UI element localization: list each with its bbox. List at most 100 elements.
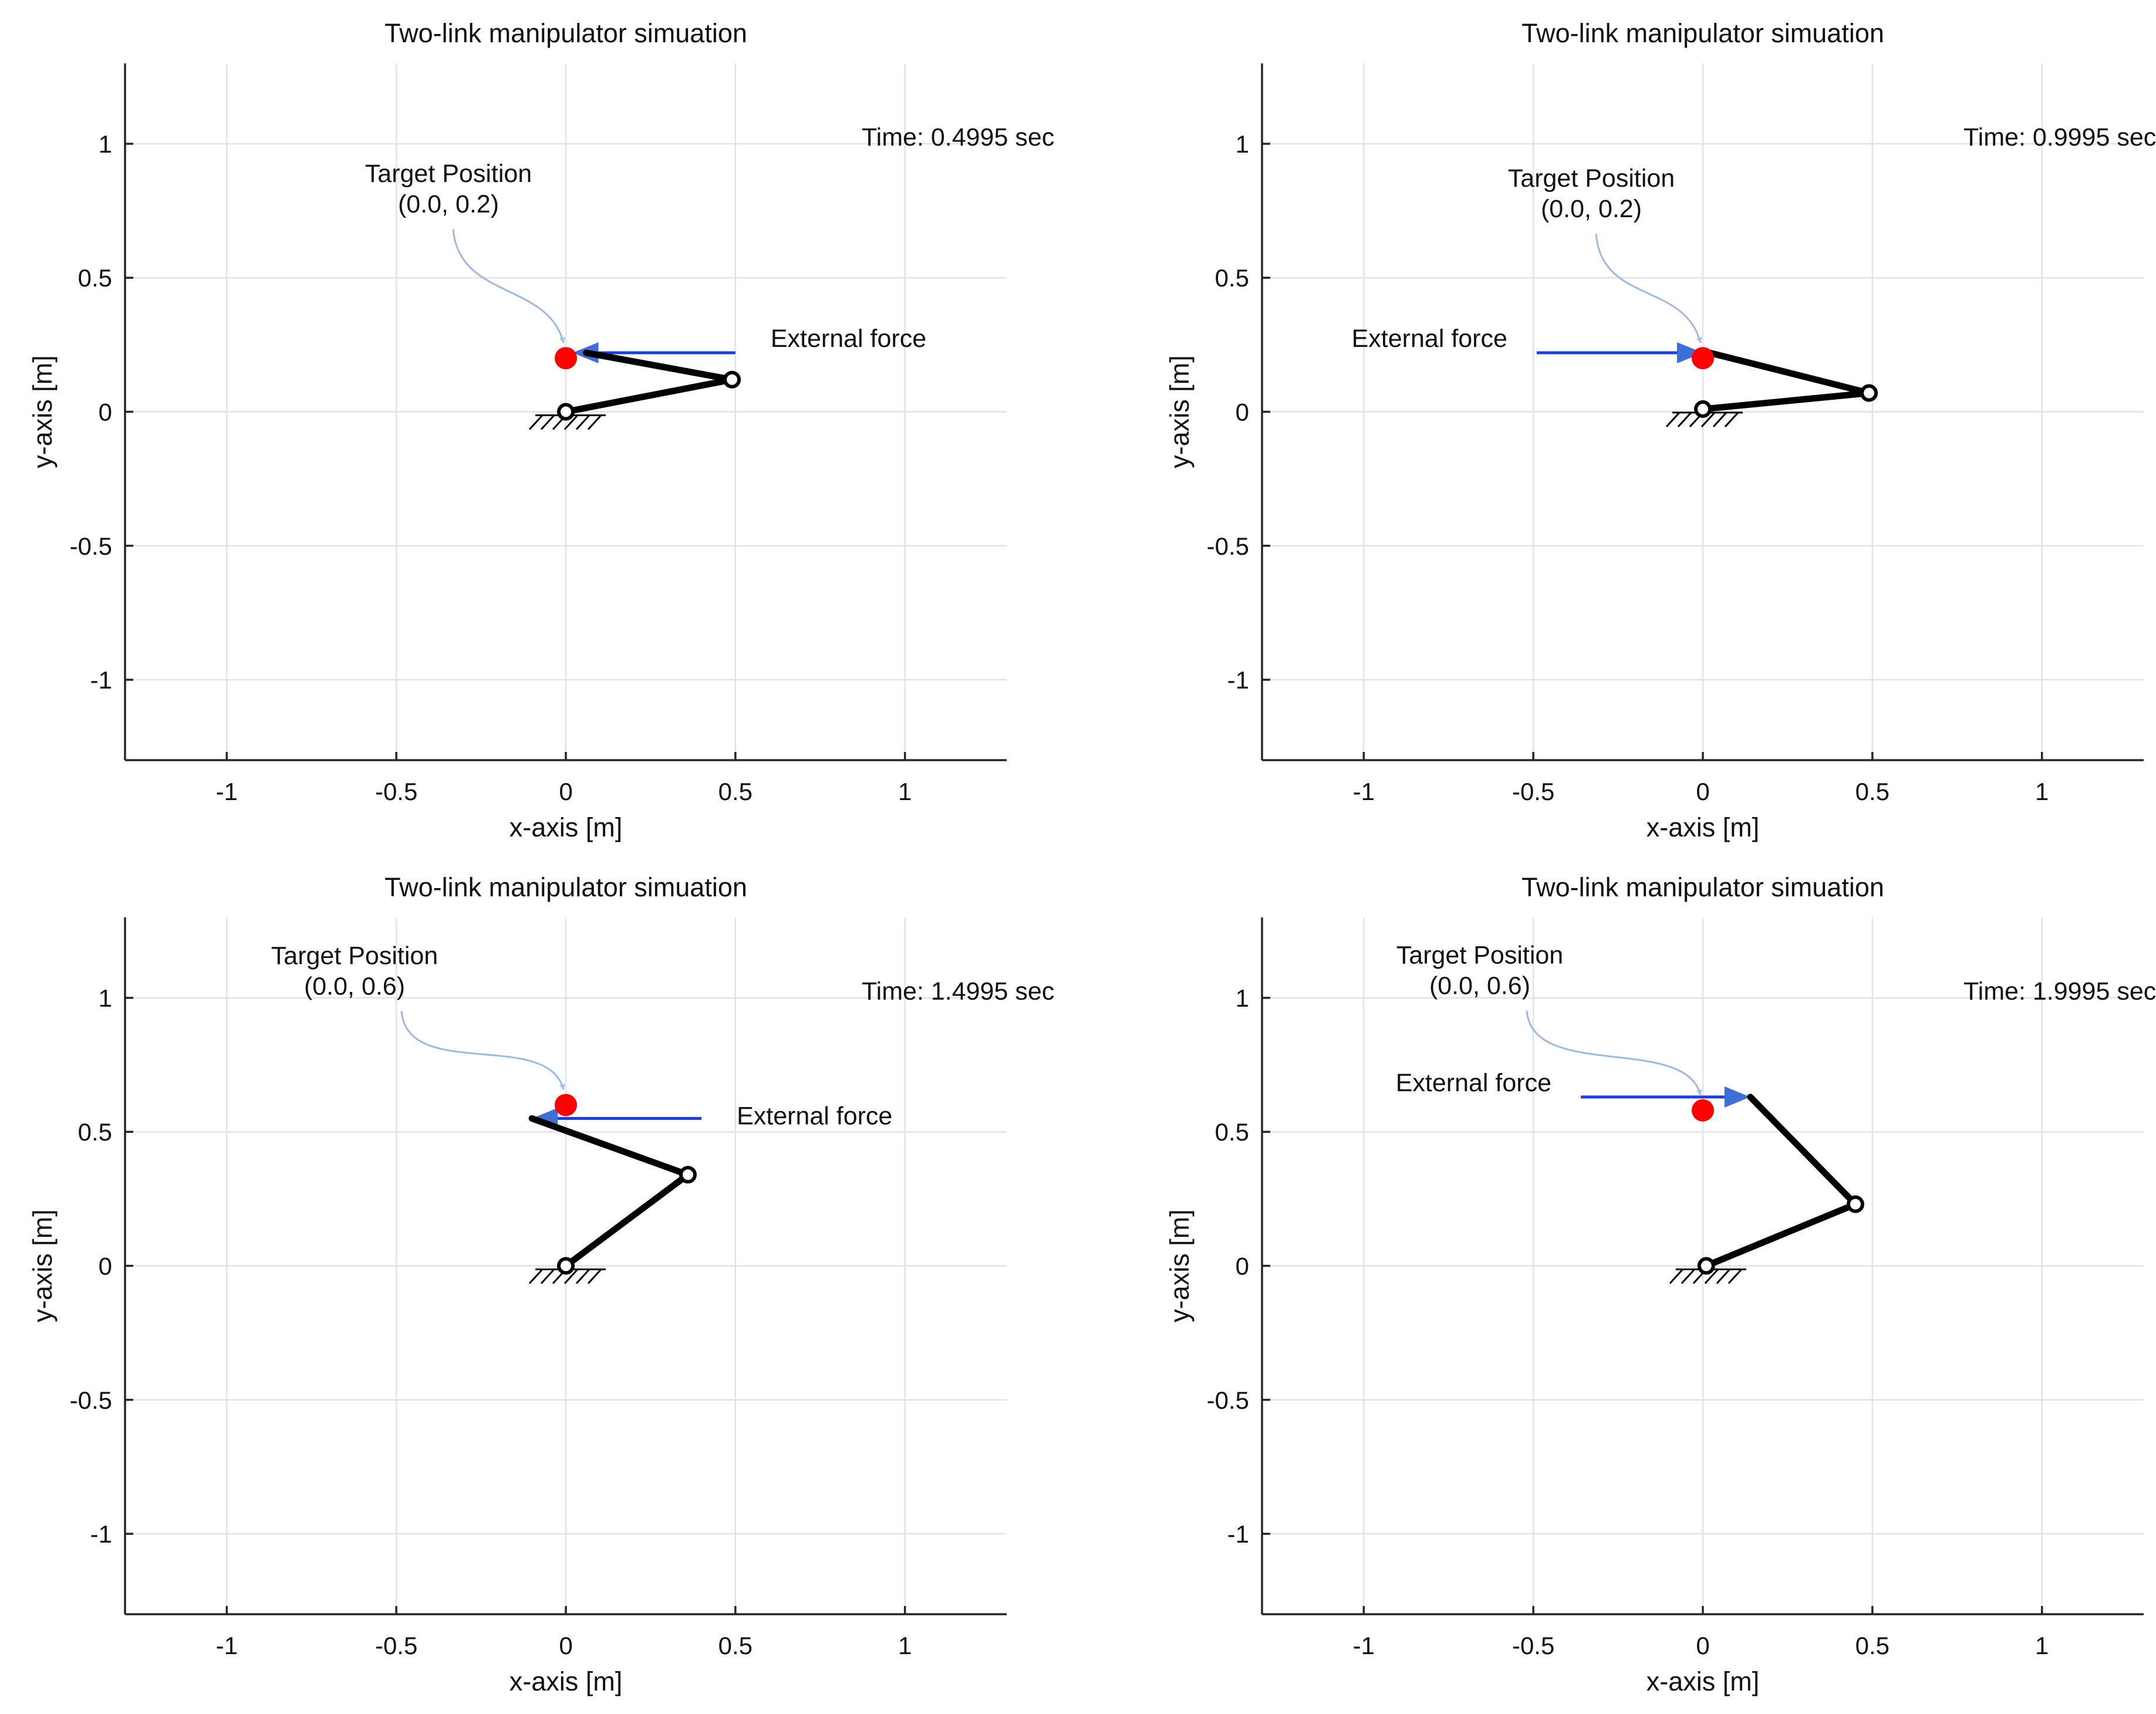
link-2 <box>583 349 735 383</box>
target-marker <box>1692 1099 1714 1122</box>
subplot-1: Two-link manipulator simuation -1 -0.5 0 0.… <box>28 18 1054 842</box>
ground-hatch-stroke-1 <box>1681 1268 1695 1284</box>
y-axis-label: y-axis [m] <box>28 1209 58 1322</box>
ground-hatch <box>1669 1268 1746 1284</box>
plot-title: Two-link manipulator simuation <box>1521 18 1884 48</box>
y-tick-label-3: 0.5 <box>1215 1118 1249 1146</box>
ground-hatch-stroke-5 <box>587 414 602 430</box>
y-tick-label-0: -1 <box>90 1520 112 1548</box>
external-force-label: External force <box>771 325 926 353</box>
ground-hatch-stroke-0 <box>1665 411 1681 427</box>
ground-hatch-stroke-4 <box>575 414 591 430</box>
y-tick-label-0: -1 <box>1227 1520 1249 1548</box>
subplot-2: Two-link manipulator simuation -1 -0.5 0 0.… <box>1165 18 2156 842</box>
ground-hatch-stroke-1 <box>540 1268 555 1284</box>
external-force-arrowhead <box>1677 342 1703 364</box>
x-tick-label-0: -1 <box>216 778 238 805</box>
y-tick-labels: -1 -0.5 0 0.5 1 <box>70 130 112 694</box>
external-force-arrowhead <box>1724 1086 1750 1108</box>
axes <box>1261 917 2144 1615</box>
y-tick-label-0: -1 <box>1227 666 1249 694</box>
x-tick-label-4: 1 <box>898 1632 912 1659</box>
x-tick-label-0: -1 <box>1353 1632 1375 1659</box>
y-tick-label-4: 1 <box>99 984 112 1012</box>
ground-hatch-stroke-3 <box>564 1268 579 1284</box>
link-1 <box>1699 390 1872 413</box>
x-tick-label-0: -1 <box>216 1632 238 1659</box>
elbow-joint <box>679 1166 697 1184</box>
x-tick-label-4: 1 <box>2035 1632 2049 1659</box>
time-label: Time: 0.4995 sec <box>862 123 1054 151</box>
ground-hatch-stroke-4 <box>1712 411 1728 427</box>
x-tick-labels: -1 -0.5 0 0.5 1 <box>216 778 912 805</box>
ground-hatch-stroke-0 <box>1669 1268 1683 1284</box>
target-label: Target Position <box>1396 942 1563 970</box>
time-label: Time: 0.9995 sec <box>1963 123 2156 151</box>
subplot-4: Two-link manipulator simuation -1 -0.5 0 0.… <box>1165 872 2156 1696</box>
base-joint <box>557 1257 575 1275</box>
x-tick-labels: -1 -0.5 0 0.5 1 <box>1353 1632 2049 1659</box>
y-tick-label-1: -0.5 <box>70 532 112 560</box>
x-tick-label-0: -1 <box>1353 778 1375 805</box>
elbow-joint <box>1860 384 1878 402</box>
target-label: Target Position <box>365 160 532 188</box>
ground-hatch-stroke-3 <box>1704 1268 1719 1284</box>
x-tick-label-1: -0.5 <box>375 1632 417 1659</box>
grid <box>125 63 1007 760</box>
y-tick-labels: -1 -0.5 0 0.5 1 <box>1207 130 1249 694</box>
target-label: Target Position <box>1508 164 1675 193</box>
y-axis-label: y-axis [m] <box>28 355 58 468</box>
external-force-label: External force <box>1352 325 1507 353</box>
x-tick-label-2: 0 <box>1696 778 1709 805</box>
time-label: Time: 1.9995 sec <box>1963 977 2156 1006</box>
ground-hatch <box>528 414 606 430</box>
y-tick-label-2: 0 <box>99 1253 112 1280</box>
ground-hatch-stroke-1 <box>540 414 555 430</box>
target-marker <box>555 347 577 370</box>
axes <box>124 917 1007 1615</box>
y-tick-labels: -1 -0.5 0 0.5 1 <box>1207 984 1249 1548</box>
target-coords-label: (0.0, 0.2) <box>398 190 499 218</box>
x-axis-label: x-axis [m] <box>1646 1666 1760 1696</box>
x-tick-label-4: 1 <box>2035 778 2049 805</box>
x-tick-label-3: 0.5 <box>718 778 753 805</box>
ground-hatch-stroke-1 <box>1677 411 1692 427</box>
x-tick-label-1: -0.5 <box>1512 1632 1554 1659</box>
ground-hatch-stroke-4 <box>1716 1268 1730 1284</box>
x-tick-label-1: -0.5 <box>375 778 417 805</box>
y-axis-label: y-axis [m] <box>1165 355 1195 468</box>
base-joint <box>1697 1257 1715 1275</box>
target-coords-label: (0.0, 0.2) <box>1541 195 1642 223</box>
x-tick-labels: -1 -0.5 0 0.5 1 <box>216 1632 912 1659</box>
link-2 <box>1747 1094 1859 1207</box>
ground-hatch-stroke-0 <box>528 1268 544 1284</box>
external-force-label: External force <box>737 1102 892 1130</box>
y-tick-label-4: 1 <box>99 130 112 158</box>
ground-hatch-stroke-4 <box>575 1268 591 1284</box>
target-callout-arrow <box>1526 1010 1702 1096</box>
x-axis-label: x-axis [m] <box>510 1666 623 1696</box>
ground-hatch-stroke-5 <box>1728 1268 1742 1284</box>
link-1 <box>562 376 735 415</box>
x-tick-label-3: 0.5 <box>718 1632 753 1659</box>
base-joint <box>557 403 575 421</box>
y-tick-label-3: 0.5 <box>78 264 112 292</box>
link-1 <box>1703 1200 1859 1269</box>
x-tick-label-3: 0.5 <box>1855 1632 1890 1659</box>
target-coords-label: (0.0, 0.6) <box>1429 972 1530 1000</box>
elbow-joint <box>723 370 741 389</box>
axes <box>1261 63 2144 761</box>
y-tick-label-1: -0.5 <box>1207 532 1249 560</box>
y-tick-label-0: -1 <box>90 666 112 694</box>
y-tick-label-1: -0.5 <box>70 1386 112 1414</box>
x-tick-label-2: 0 <box>1696 1632 1709 1659</box>
link-2 <box>528 1115 691 1178</box>
subplot-3: Two-link manipulator simuation -1 -0.5 0 0.… <box>28 872 1054 1696</box>
plot-title: Two-link manipulator simuation <box>384 872 747 902</box>
base-joint <box>1694 400 1712 418</box>
link-1 <box>562 1171 691 1269</box>
y-tick-label-1: -0.5 <box>1207 1386 1249 1414</box>
link-2 <box>1706 349 1872 397</box>
target-marker <box>555 1094 577 1116</box>
